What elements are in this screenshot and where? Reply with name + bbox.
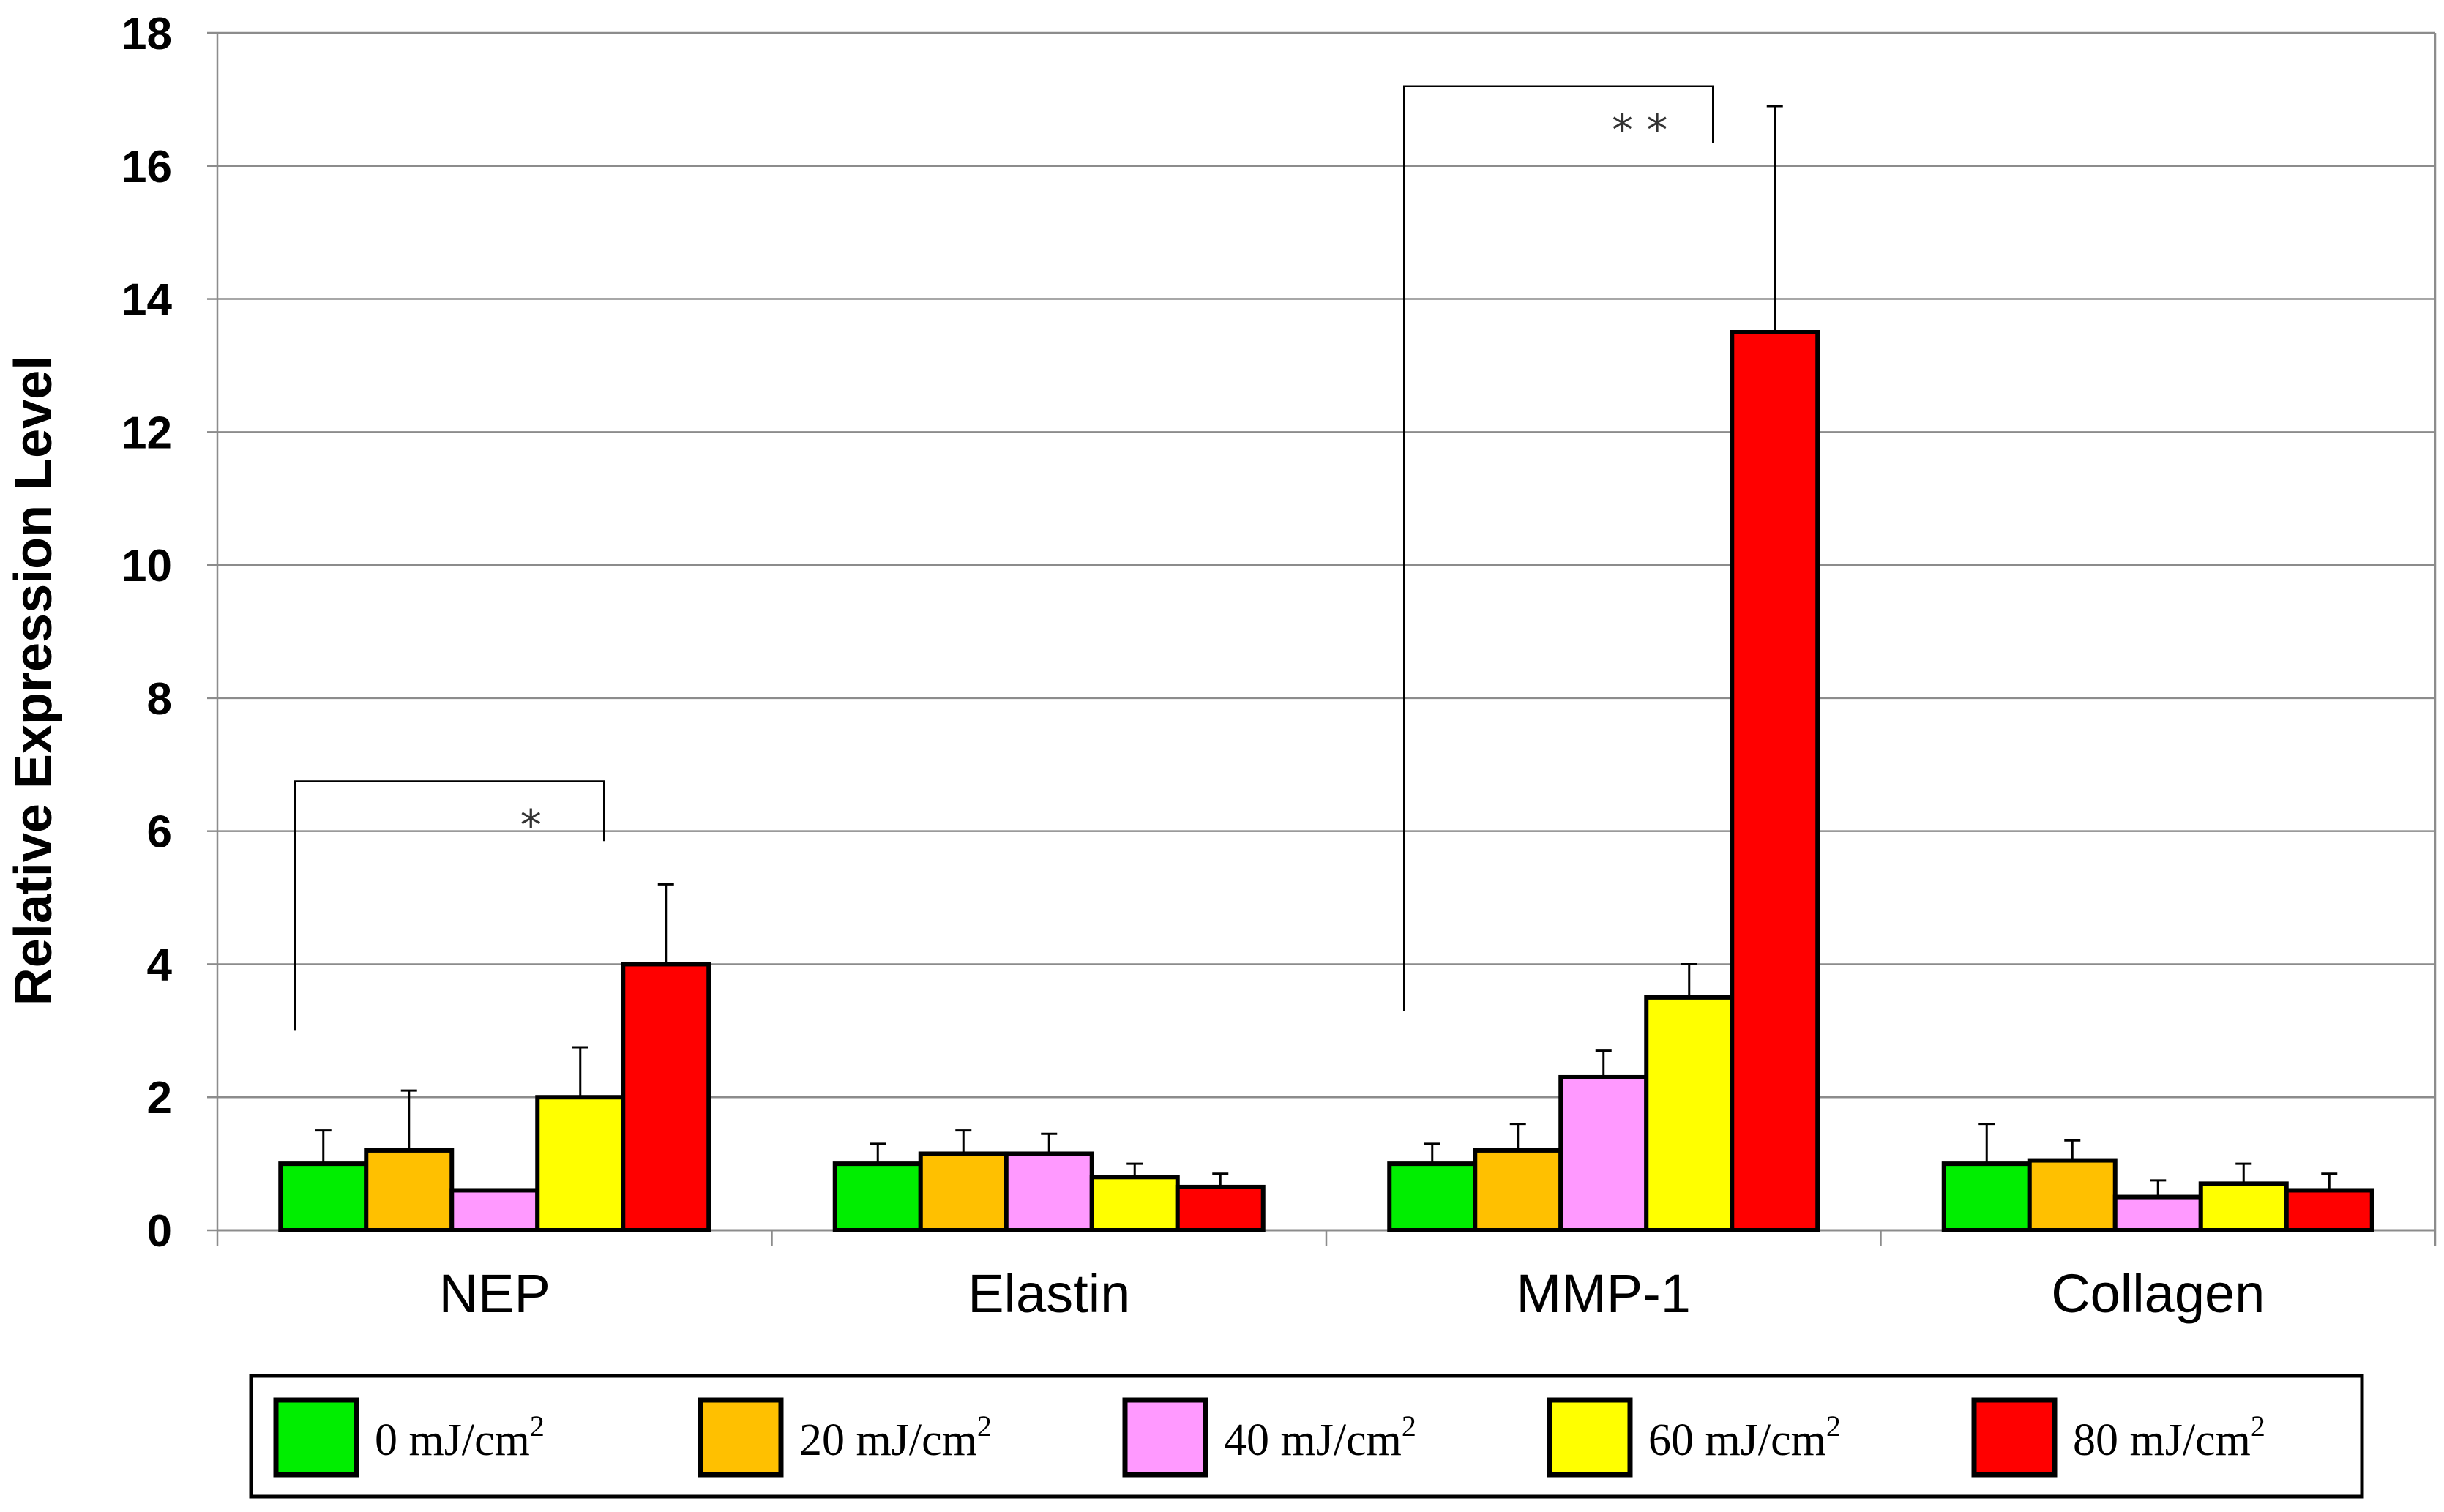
legend-label-text: 40 mJ/cm (1224, 1415, 1402, 1465)
legend-label-superscript: 2 (2251, 1410, 2265, 1442)
bar (1644, 995, 1735, 1233)
y-tick-label: 6 (147, 807, 172, 858)
legend-label: 0 mJ/cm2 (375, 1410, 545, 1465)
bar (2112, 1194, 2203, 1232)
legend-label-text: 20 mJ/cm (799, 1415, 977, 1465)
y-tick-label: 4 (147, 940, 173, 990)
legend-label-superscript: 2 (1826, 1410, 1841, 1442)
x-category-label: Collagen (2051, 1263, 2265, 1324)
x-category-label: Elastin (968, 1263, 1130, 1324)
y-tick-label: 16 (122, 142, 172, 192)
y-tick-labels: 0 2 4 6 8 10 12 14 16 18 (122, 9, 172, 1257)
y-tick-label: 2 (147, 1073, 172, 1123)
error-bars (315, 105, 2338, 1197)
x-category-label: MMP-1 (1517, 1263, 1691, 1324)
legend-swatch (1122, 1397, 1208, 1478)
legend-label-text: 60 mJ/cm (1648, 1415, 1826, 1465)
legend-swatch (698, 1397, 784, 1478)
bar (1175, 1184, 1266, 1233)
bar (1558, 1074, 1649, 1233)
gridlines (217, 31, 2435, 1099)
legend-label-text: 80 mJ/cm (2073, 1415, 2251, 1465)
significance-marker: * (520, 801, 542, 850)
legend: 0 mJ/cm2 20 mJ/cm2 40 mJ/cm2 60 mJ/cm2 80 mJ… (249, 1374, 2364, 1499)
legend-label: 60 mJ/cm2 (1648, 1410, 1841, 1465)
legend-label-text: 0 mJ/cm (375, 1415, 530, 1465)
legend-label: 20 mJ/cm2 (799, 1410, 992, 1465)
bar (832, 1161, 923, 1232)
significance-annotations: * * * (294, 85, 1714, 1031)
bar (2027, 1158, 2118, 1232)
y-tick-label: 12 (122, 408, 172, 458)
legend-label: 40 mJ/cm2 (1224, 1410, 1416, 1465)
bar (1387, 1161, 1478, 1232)
bar (535, 1095, 626, 1232)
bar (278, 1161, 369, 1232)
bar (1730, 330, 1820, 1232)
y-axis-title: Relative Expression Level (4, 356, 63, 1006)
bar (918, 1151, 1009, 1233)
y-tick-label: 0 (147, 1206, 172, 1257)
bar (2284, 1188, 2374, 1233)
bar (364, 1148, 455, 1233)
legend-label-superscript: 2 (530, 1410, 545, 1442)
axes (207, 31, 2437, 1246)
significance-marker: * * (1612, 105, 1667, 155)
y-tick-label: 8 (147, 674, 172, 725)
bar (621, 962, 711, 1232)
bar (1473, 1148, 1563, 1233)
y-tick-label: 18 (122, 9, 172, 59)
y-tick-label: 14 (122, 275, 172, 326)
bar (1941, 1161, 2032, 1232)
bar (2198, 1181, 2289, 1233)
legend-swatch (1971, 1397, 2058, 1478)
legend-label-superscript: 2 (1402, 1410, 1416, 1442)
bar (1004, 1151, 1094, 1233)
significance-bracket (294, 780, 605, 1031)
legend-swatch (273, 1397, 359, 1478)
legend-label-superscript: 2 (977, 1410, 992, 1442)
legend-label: 80 mJ/cm2 (2073, 1410, 2265, 1465)
x-category-label: NEP (439, 1263, 550, 1324)
significance-bracket (1403, 85, 1714, 1011)
bars (278, 330, 2374, 1233)
legend-swatch (1547, 1397, 1633, 1478)
x-category-labels: NEP Elastin MMP-1 Collagen (439, 1263, 2265, 1324)
bar (1089, 1175, 1180, 1233)
bar (449, 1188, 540, 1233)
y-tick-label: 10 (122, 541, 172, 591)
